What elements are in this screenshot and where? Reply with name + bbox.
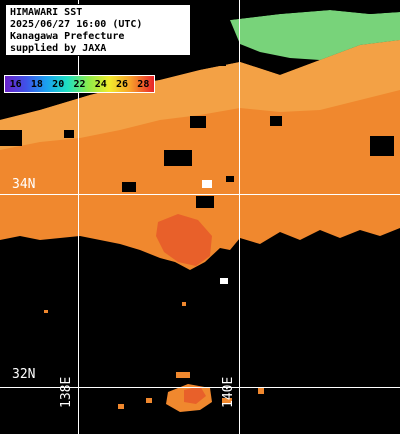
map-title-box: HIMAWARI SST 2025/06/27 16:00 (UTC) Kana… [5,4,191,56]
sst-field-dot [222,398,232,403]
no-data-patch [0,130,22,146]
no-data-patch [226,176,234,182]
no-data-patch [370,136,394,156]
legend-value: 26 [116,78,129,90]
sst-field-coastal [0,40,400,150]
no-data-patch [122,182,136,192]
sst-field-dot [182,302,186,306]
no-data-patch [190,116,206,128]
sst-field-dot [176,372,190,378]
legend-value: 16 [9,78,22,90]
map-source: supplied by JAXA [10,43,107,54]
sst-field-dot [258,388,264,394]
no-data-patch [164,150,192,166]
sst-field-cool-patch [230,10,400,60]
legend-value: 24 [94,78,107,90]
lon-label-140e: 140E [221,376,236,408]
no-data-patch [196,196,214,208]
lon-label-138e: 138E [59,376,74,408]
lat-label-34n: 34N [12,177,36,192]
sst-field-hot-core [156,214,212,266]
sst-field-dot [118,404,124,409]
legend-value: 18 [30,78,43,90]
no-data-patch [208,52,226,66]
map-timestamp: 2025/06/27 16:00 (UTC) [10,19,143,30]
land-peninsula-east [230,0,400,20]
legend-value: 20 [52,78,65,90]
sst-field-south-hot [184,386,206,404]
lat-label-32n: 32N [12,367,36,382]
island [220,278,228,284]
no-data-patch [270,116,282,126]
legend-value: 28 [137,78,150,90]
temperature-legend: 16 18 20 22 24 26 28 [4,75,155,93]
no-data-patch [202,180,212,188]
no-data-patch [64,130,74,138]
sst-field-dot [44,310,48,313]
map-region: Kanagawa Prefecture [10,31,125,42]
legend-value: 22 [73,78,86,90]
map-title: HIMAWARI SST [10,7,83,18]
sst-field-dot [146,398,152,403]
